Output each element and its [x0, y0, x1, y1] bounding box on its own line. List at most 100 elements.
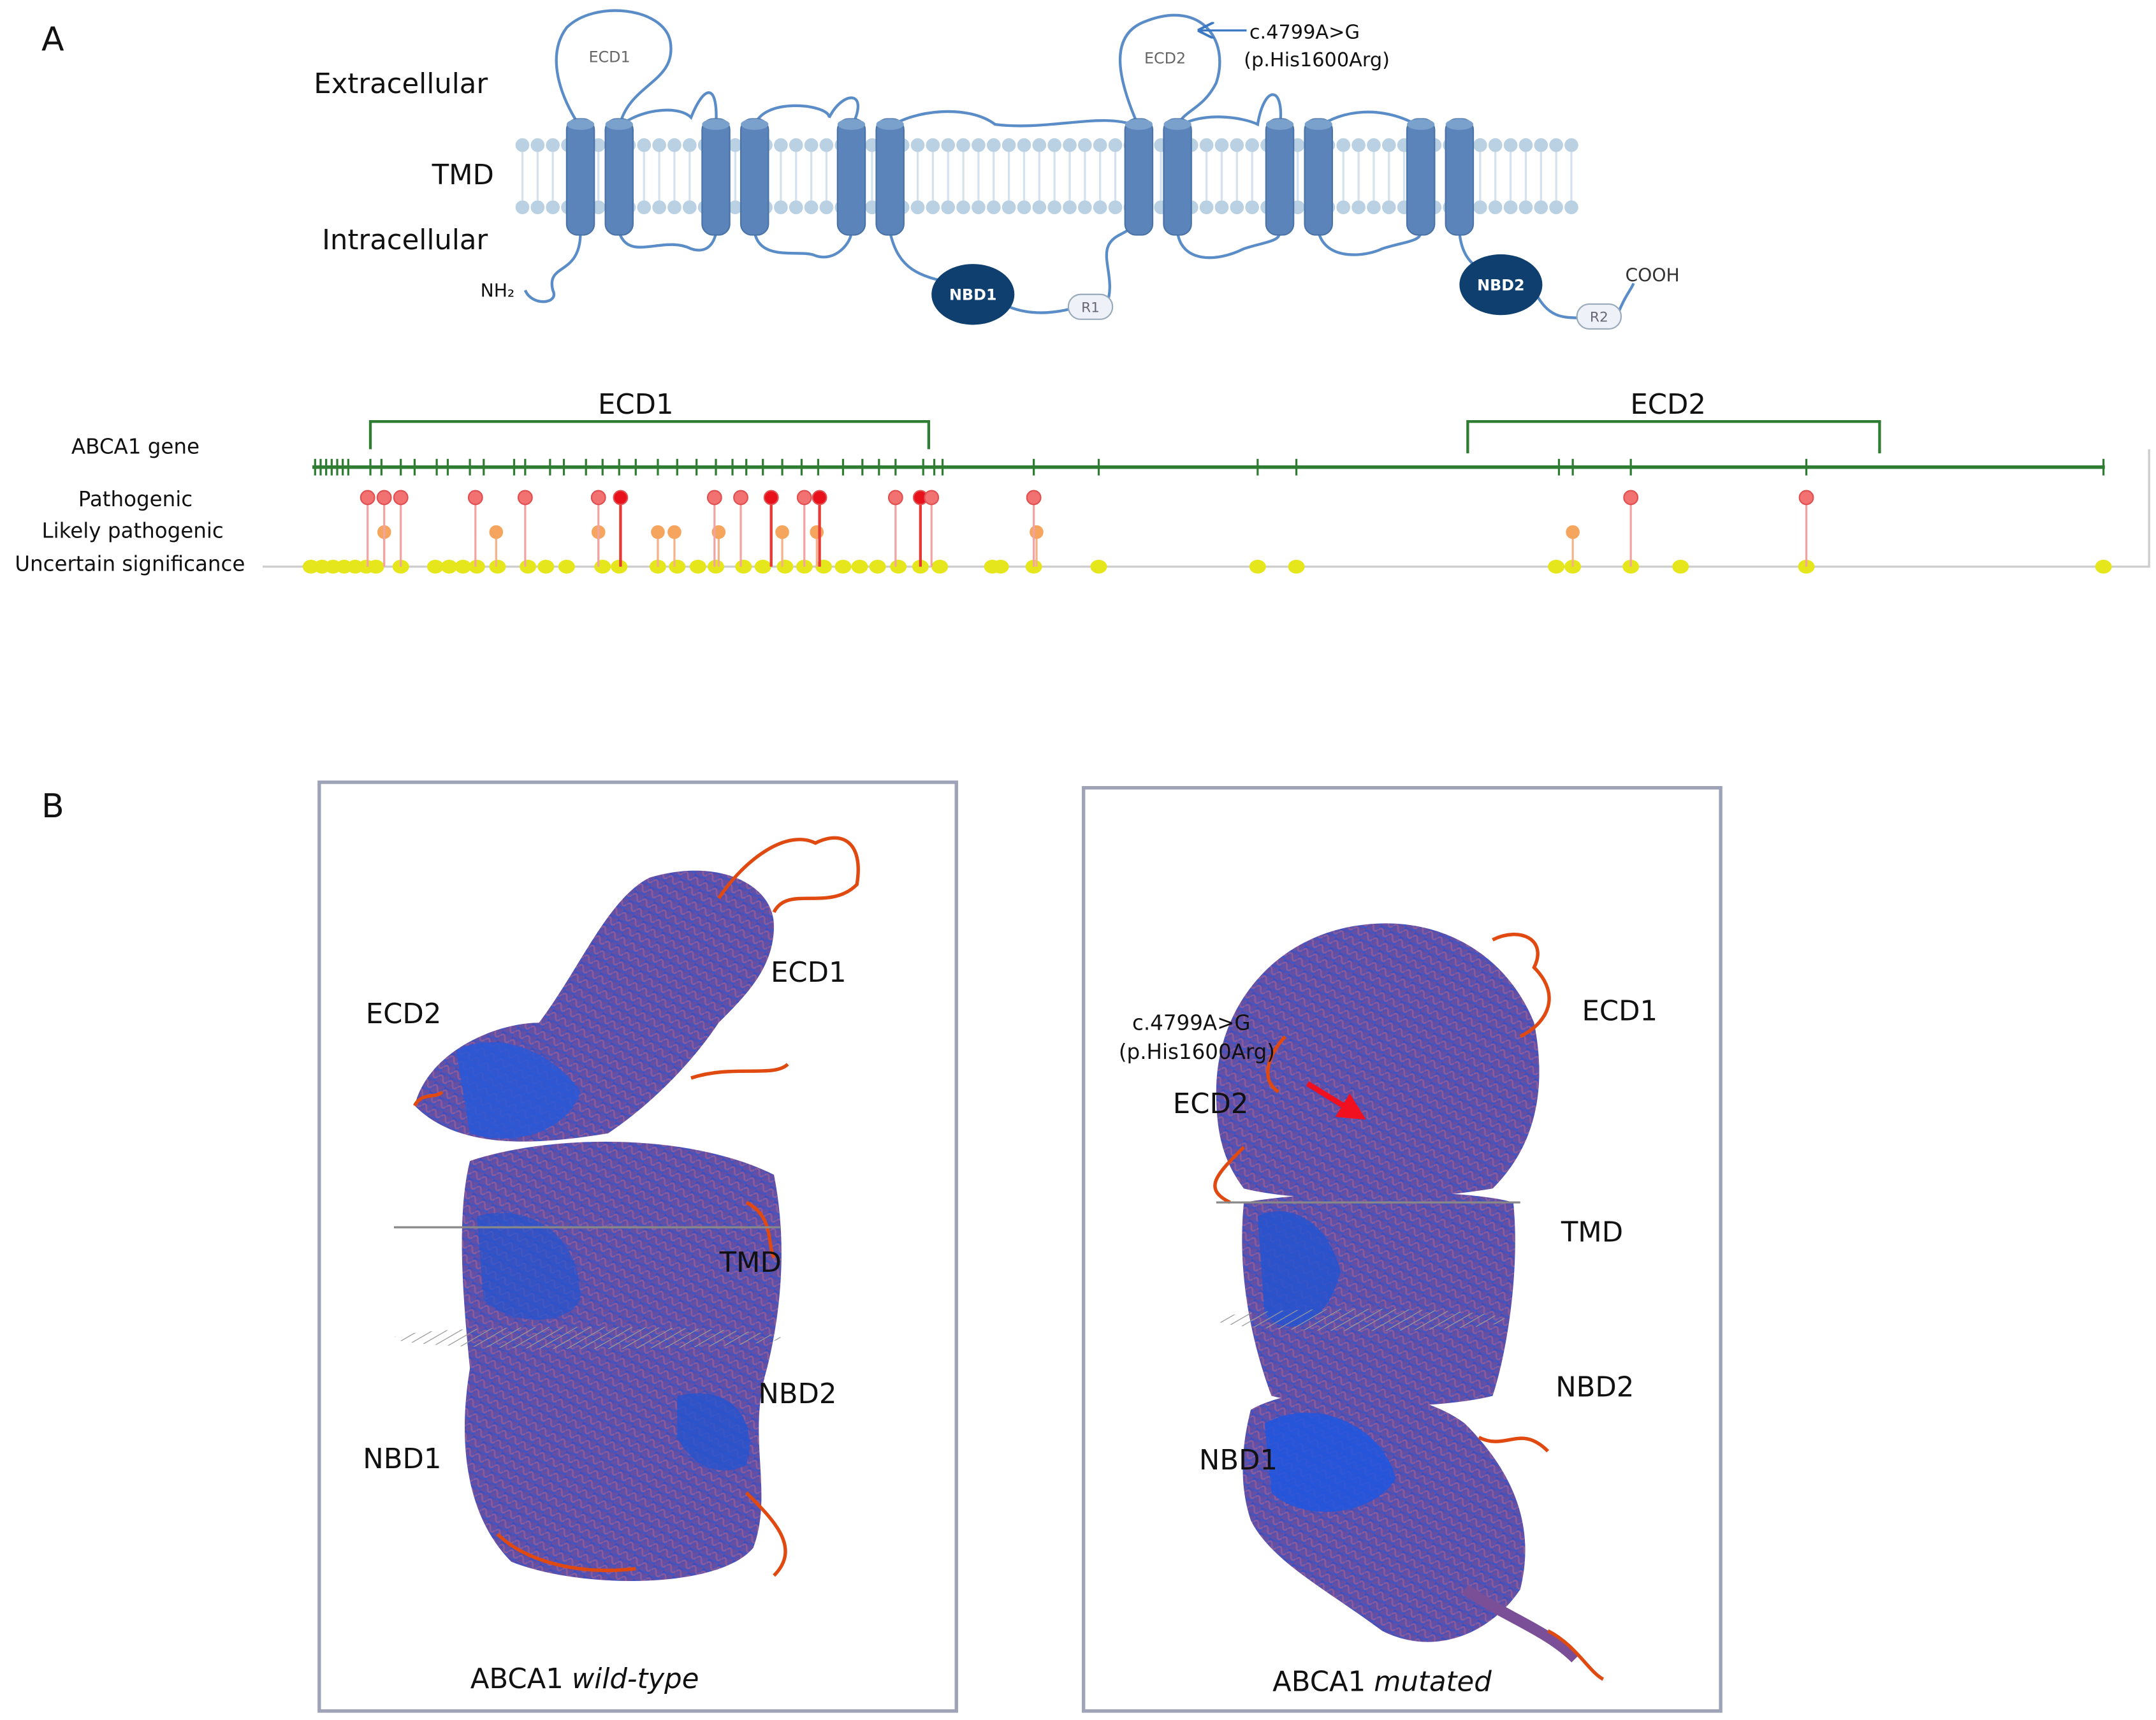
lipid-head — [1002, 138, 1016, 152]
lipid-head — [728, 200, 743, 215]
lipid-head — [1078, 200, 1092, 215]
helix — [836, 118, 866, 236]
helix-cap — [837, 119, 866, 130]
lipid-head — [910, 138, 925, 152]
path-shape — [1176, 93, 1282, 129]
path-shape — [523, 232, 582, 303]
lipid-head — [1199, 138, 1214, 152]
lipid-head — [1519, 138, 1533, 152]
uncertain-variant — [441, 560, 458, 574]
lipid-head — [682, 200, 697, 215]
uncertain-variant — [426, 560, 444, 574]
pathogenic-variant — [706, 490, 722, 506]
lipid-head — [1564, 138, 1578, 152]
uncertain-variant — [2095, 560, 2112, 574]
pathogenic-variant — [763, 490, 779, 506]
domain-label: ECD2 — [366, 998, 442, 1030]
likely-pathogenic-variant — [667, 525, 681, 539]
likely-pathogenic-variant — [1566, 525, 1580, 539]
lipid-head — [1047, 200, 1061, 215]
likely-pathogenic-variant — [651, 525, 665, 539]
uncertain-variant — [707, 560, 725, 574]
lipid-head — [667, 200, 681, 215]
pathogenic-variant — [1798, 490, 1814, 506]
helix — [565, 118, 595, 236]
lipid-head — [1063, 200, 1077, 215]
lipid-head — [1381, 138, 1396, 152]
variant-track — [302, 458, 2112, 574]
path-shape — [618, 231, 718, 252]
lipid-head — [1503, 138, 1518, 152]
region-label: Extracellular — [314, 68, 488, 100]
lipid-head — [1549, 138, 1563, 152]
variant-label: (p.His1600Arg) — [1244, 49, 1390, 71]
caption: ABCA1 mutated — [1272, 1666, 1492, 1698]
lipid-head — [926, 200, 940, 215]
uncertain-variant — [869, 560, 886, 574]
lipid-head — [637, 138, 652, 152]
lipid-head — [789, 138, 803, 152]
path-shape — [677, 1393, 750, 1471]
helix — [1406, 118, 1436, 236]
lipid-head — [1214, 138, 1229, 152]
panel-label: A — [41, 20, 64, 59]
caption-name: ABCA1 — [1272, 1666, 1366, 1698]
lipid-head — [1108, 200, 1123, 215]
helix — [1163, 118, 1192, 236]
helix-cap — [1304, 119, 1332, 130]
path-shape — [456, 1042, 581, 1139]
region-label: Intracellular — [322, 224, 488, 256]
lipid-head — [1488, 200, 1503, 215]
domain-label: NBD2 — [1477, 276, 1524, 294]
lipid-head — [1245, 138, 1259, 152]
track-label: Pathogenic — [78, 487, 193, 511]
pathogenic-variant — [796, 490, 812, 506]
lipid-head — [515, 200, 530, 215]
lipid-head — [819, 200, 834, 215]
lipid-head — [986, 200, 1001, 215]
lipid-head — [728, 138, 743, 152]
uncertain-variant — [754, 560, 771, 574]
path-shape — [753, 96, 860, 128]
lipid-head — [1488, 138, 1503, 152]
pathogenic-variant — [887, 490, 903, 506]
caption-state: mutated — [1374, 1666, 1492, 1698]
lipid-head — [1032, 138, 1047, 152]
uncertain-variant — [1672, 560, 1689, 574]
path-shape — [753, 231, 853, 259]
helix — [875, 118, 905, 236]
lipid-head — [804, 138, 819, 152]
lipid-head — [972, 200, 986, 215]
helix-cap — [1125, 119, 1153, 130]
domain-label: R2 — [1590, 310, 1608, 326]
domain-label: ECD2 — [1144, 50, 1186, 68]
pathogenic-variant — [1623, 490, 1639, 506]
path-shape — [412, 836, 860, 1577]
lipid-head — [637, 200, 652, 215]
domain-label: ECD1 — [1582, 996, 1658, 1028]
nbd — [931, 264, 1015, 325]
lipid-head — [774, 200, 788, 215]
helix-cap — [605, 119, 633, 130]
helix-cap — [876, 119, 904, 130]
uncertain-variant — [537, 560, 555, 574]
helix — [739, 118, 769, 236]
domain-label: NBD2 — [1555, 1371, 1634, 1403]
helix — [1445, 118, 1475, 236]
lipid-head — [1078, 138, 1092, 152]
lipid-head — [546, 200, 560, 215]
domain-label: ECD1 — [588, 48, 630, 66]
structure-frame — [317, 780, 958, 1713]
pathogenic-variant — [467, 490, 483, 506]
lipid-head — [1564, 200, 1578, 215]
pathogenic-variant — [924, 490, 940, 506]
track-label: Uncertain significance — [15, 552, 245, 576]
uncertain-variant — [1090, 560, 1107, 574]
likely-pathogenic-variant — [810, 525, 824, 539]
lipid-head — [1473, 138, 1487, 152]
uncertain-variant — [851, 560, 868, 574]
helix-cap — [1445, 119, 1474, 130]
path-shape — [1118, 13, 1221, 128]
uncertain-variant — [834, 560, 852, 574]
uncertain-variant — [468, 560, 485, 574]
